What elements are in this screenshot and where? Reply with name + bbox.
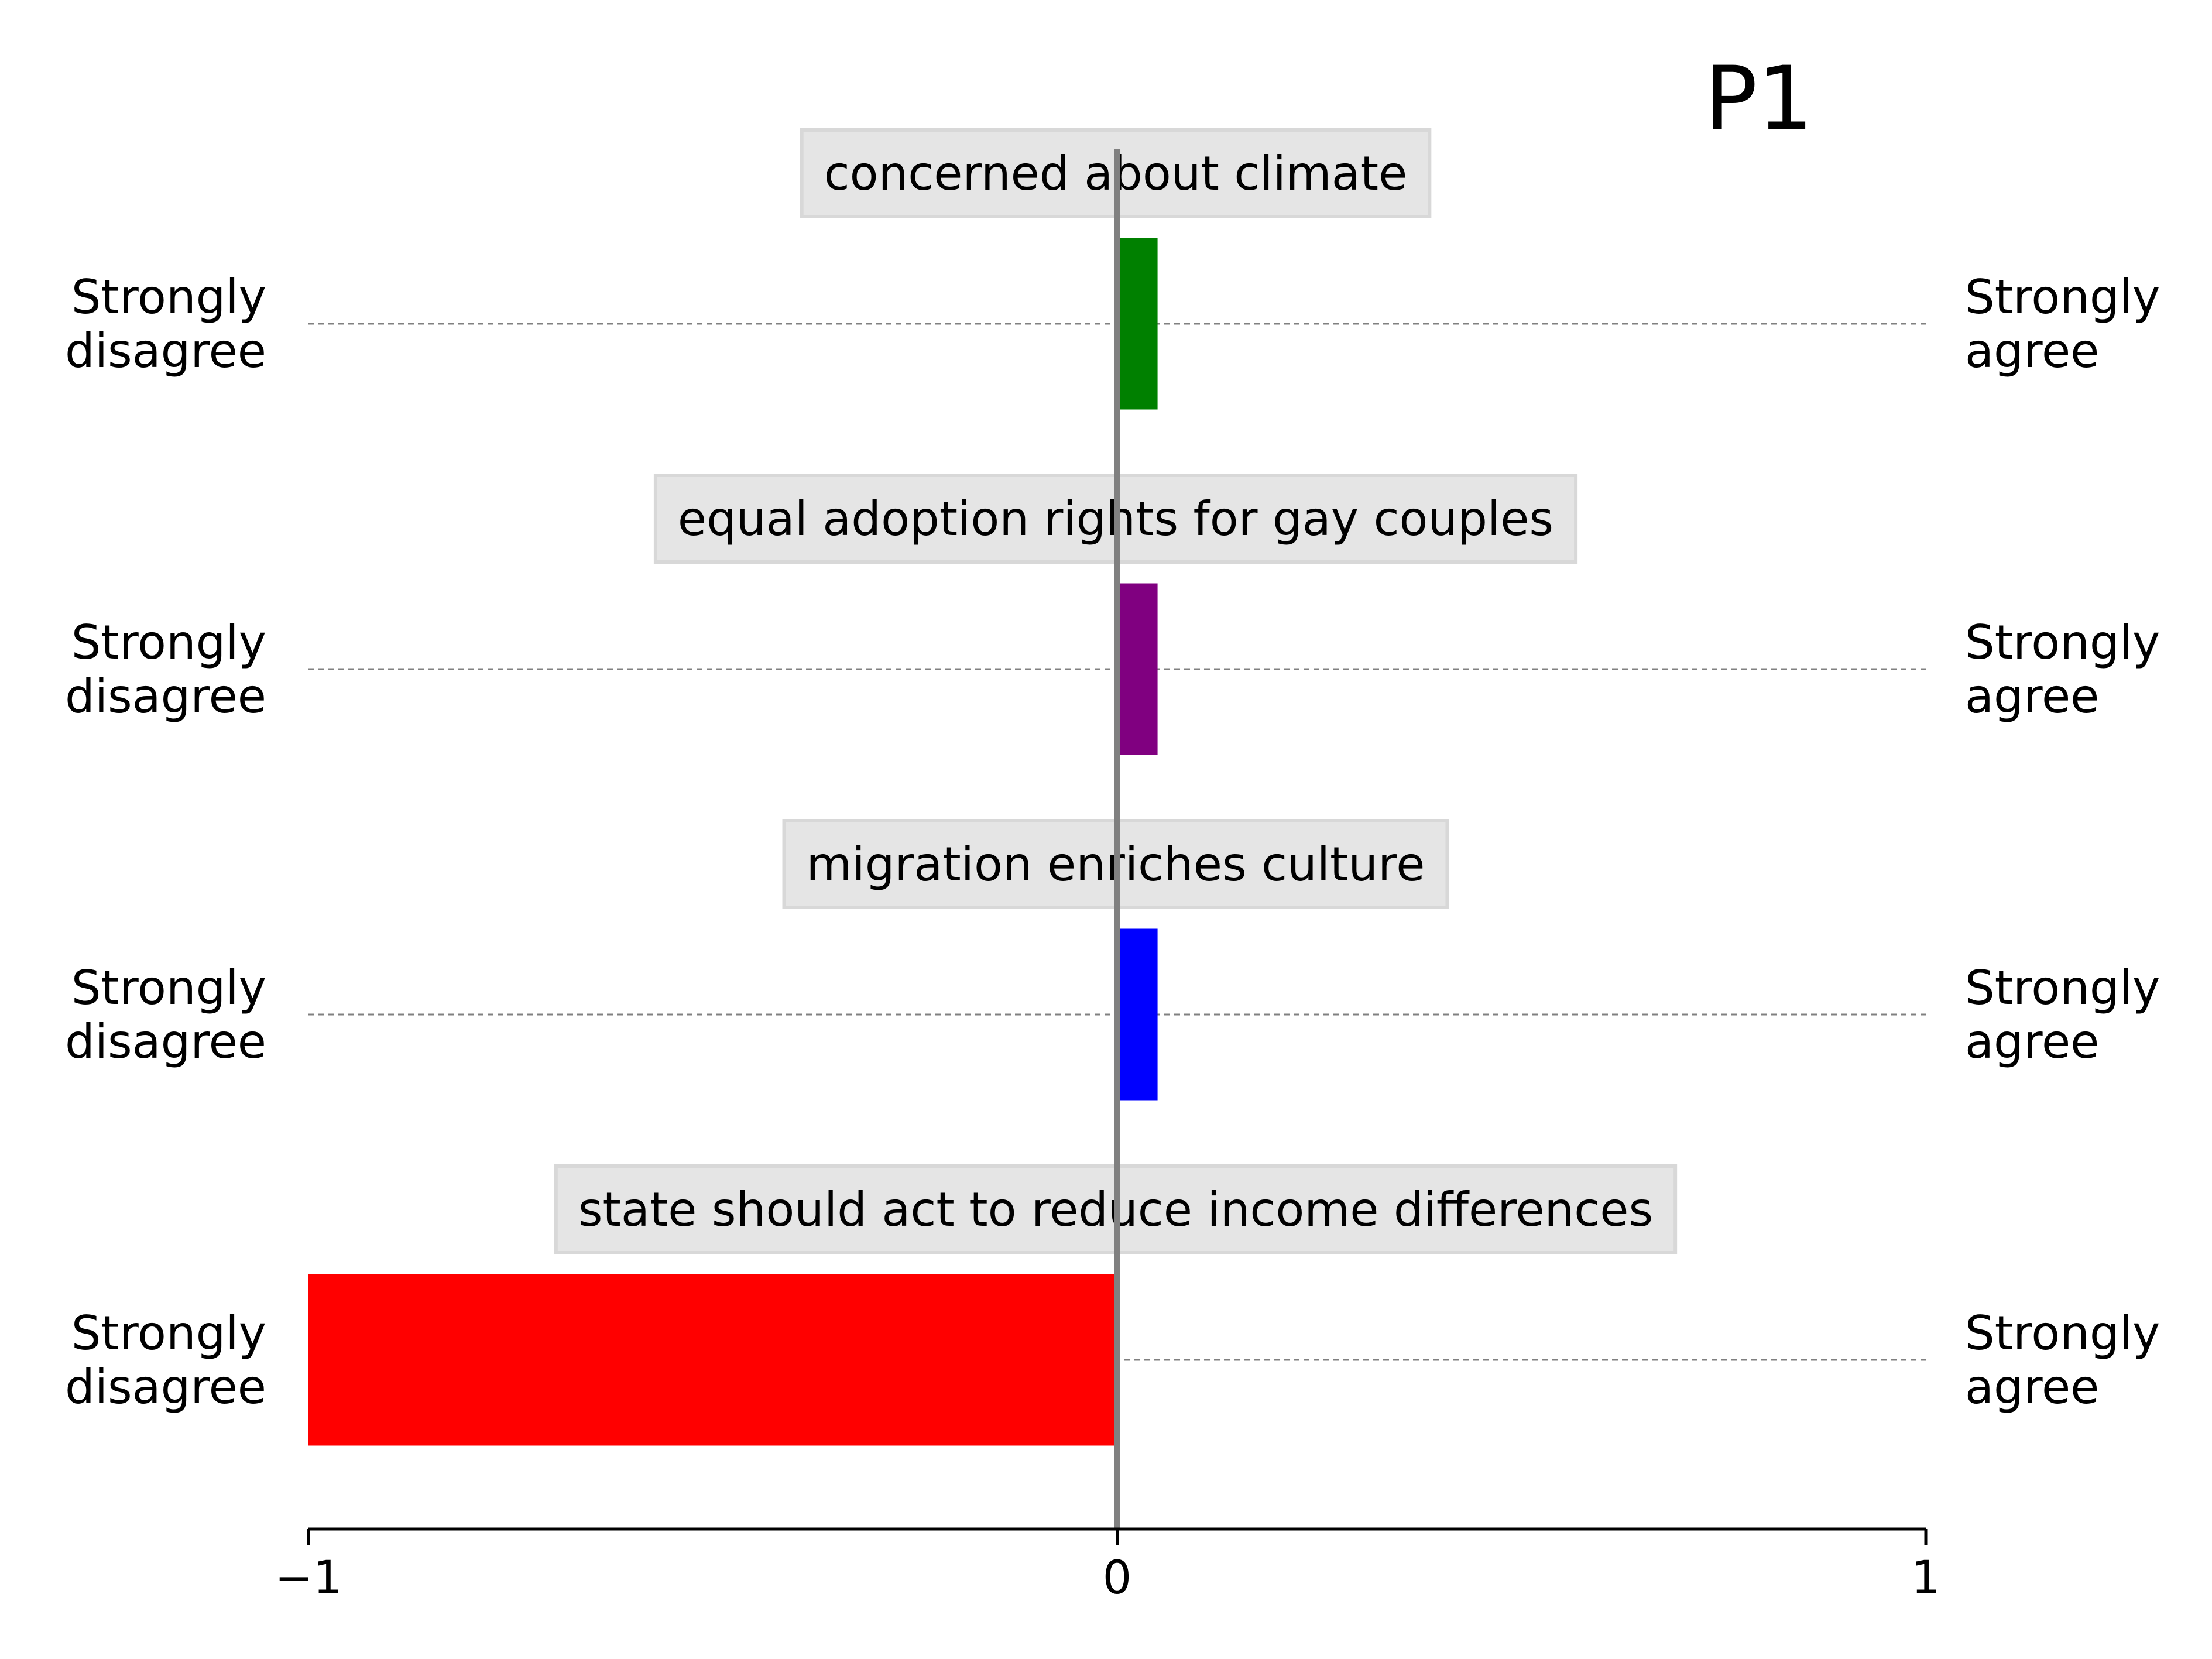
- chart-title: P1: [1705, 48, 1813, 150]
- bar: [1117, 583, 1158, 755]
- bar: [1117, 238, 1158, 410]
- right-label: Strongly agree: [1965, 270, 2160, 378]
- left-label: Strongly disagree: [65, 270, 266, 378]
- x-tick-label: 1: [1911, 1552, 1940, 1605]
- x-tick-label: 0: [1103, 1552, 1132, 1605]
- bar: [308, 1274, 1117, 1446]
- bar: [1117, 928, 1158, 1101]
- left-label: Strongly disagree: [65, 1306, 266, 1414]
- right-label: Strongly agree: [1965, 1306, 2160, 1414]
- right-label: Strongly agree: [1965, 615, 2160, 724]
- left-label: Strongly disagree: [65, 961, 266, 1069]
- x-tick-label: −1: [275, 1552, 342, 1605]
- left-label: Strongly disagree: [65, 615, 266, 724]
- x-axis: −1 0 1: [275, 1527, 1940, 1605]
- right-label: Strongly agree: [1965, 961, 2160, 1069]
